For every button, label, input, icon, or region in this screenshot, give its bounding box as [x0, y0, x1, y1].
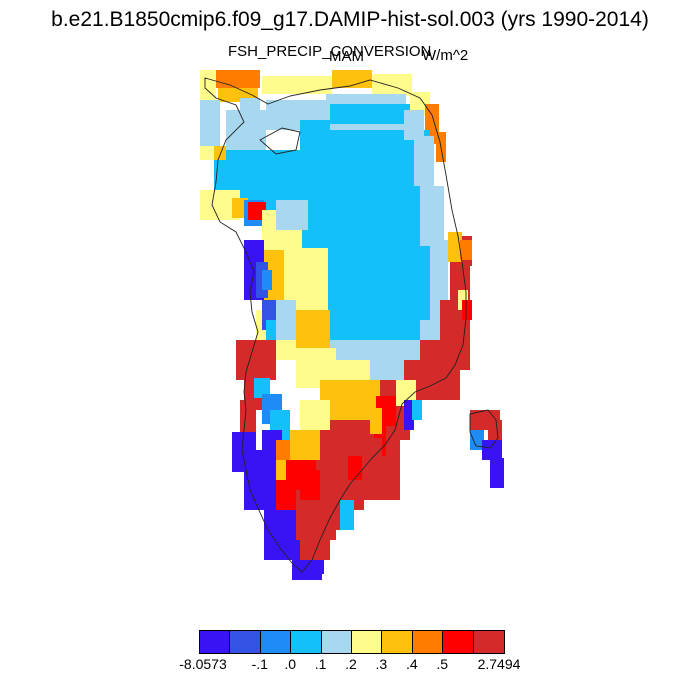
- map-cell: [330, 104, 410, 124]
- map-cell: [200, 100, 220, 146]
- map-cell: [404, 400, 414, 430]
- colorbar-label: -.1: [251, 656, 268, 672]
- map-cell: [412, 400, 422, 420]
- map-cell: [300, 470, 320, 500]
- units-label: W/m^2: [422, 47, 469, 64]
- map-cell: [276, 200, 308, 230]
- colorbar-swatch: [473, 631, 504, 653]
- map-cell: [244, 450, 264, 510]
- colorbar-label: .5: [436, 656, 449, 672]
- map-cell: [270, 340, 296, 360]
- map-cell: [262, 270, 272, 290]
- colorbar: [199, 630, 505, 654]
- map-cell: [248, 202, 266, 220]
- map-cell: [300, 540, 330, 560]
- colorbar-swatch: [351, 631, 383, 653]
- variable-name: FSH_PRECIP_CONVERSION: [228, 43, 432, 60]
- map-cell: [470, 430, 484, 450]
- coastline-outline: [204, 77, 499, 573]
- colorbar-swatch: [260, 631, 292, 653]
- map-cell: [452, 330, 466, 360]
- map-cell: [266, 320, 276, 340]
- map-cell: [490, 458, 504, 488]
- colorbar-label: .0: [284, 656, 297, 672]
- map-cell: [262, 76, 332, 94]
- map-cell: [414, 136, 434, 186]
- colorbar-swatch: [321, 631, 352, 653]
- colorbar-swatch: [200, 631, 231, 653]
- colorbar-label: -8.0573: [179, 656, 227, 672]
- colorbar-label: .2: [345, 656, 357, 672]
- map-cell: [340, 500, 354, 530]
- map-cell: [350, 420, 370, 450]
- map-cell: [460, 240, 472, 260]
- map-cell: [332, 70, 372, 88]
- colorbar-swatch: [230, 631, 261, 653]
- map-cell: [254, 378, 270, 398]
- map-cell: [348, 456, 362, 480]
- map-cell: [292, 560, 322, 580]
- map-cell: [368, 438, 382, 468]
- colorbar-label: .4: [405, 656, 418, 672]
- colorbar-swatch: [291, 631, 322, 653]
- map-cell: [404, 110, 424, 140]
- map-cell: [404, 360, 424, 380]
- map-cell: [436, 360, 456, 390]
- map-cell: [300, 400, 330, 430]
- map-cells: [200, 70, 504, 580]
- season-label: MAM: [329, 48, 364, 65]
- colorbar-label: 2.7494: [477, 656, 521, 672]
- map-cell: [236, 340, 276, 380]
- map-cell: [240, 98, 260, 110]
- map-cell: [276, 480, 296, 510]
- map-cell: [372, 74, 412, 96]
- plot-title: b.e21.B1850cmip6.f09_g17.DAMIP-hist-sol.…: [51, 8, 649, 31]
- map-cell: [290, 430, 320, 460]
- colorbar-swatch: [443, 631, 474, 653]
- map-cell: [420, 186, 444, 246]
- colorbar-swatch: [382, 631, 413, 653]
- colorbar-swatch: [412, 631, 444, 653]
- map-cell: [396, 380, 416, 406]
- map-cell: [482, 440, 502, 460]
- map-cell: [276, 300, 296, 340]
- map-cell: [462, 300, 472, 320]
- colorbar-label: .3: [375, 656, 388, 672]
- colorbar-label: .1: [314, 656, 327, 672]
